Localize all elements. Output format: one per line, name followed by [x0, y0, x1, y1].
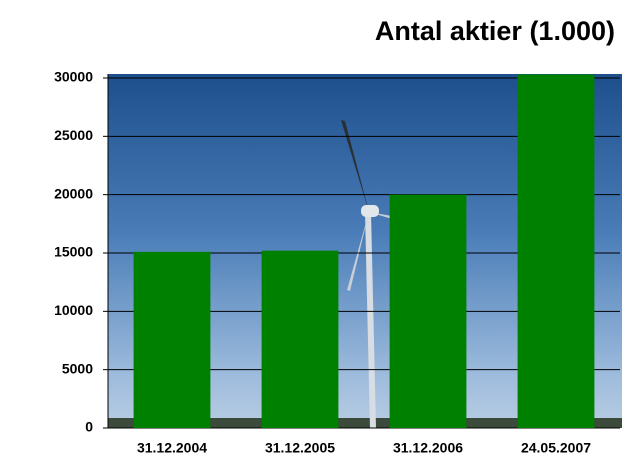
bar — [134, 252, 211, 428]
y-tick-label: 10000 — [54, 302, 93, 318]
chart: Antal aktier (1.000) 0 5000 10000 15000 2000… — [0, 0, 630, 459]
y-tick-label: 30000 — [54, 69, 93, 85]
y-tick-label: 25000 — [54, 127, 93, 143]
y-tick-label: 0 — [85, 419, 93, 435]
x-tick-label: 31.12.2005 — [265, 440, 335, 456]
y-tick-label: 5000 — [62, 360, 93, 376]
x-tick-label: 31.12.2004 — [137, 440, 207, 456]
y-tick-label: 20000 — [54, 185, 93, 201]
x-tick-label: 24.05.2007 — [521, 440, 591, 456]
bar — [262, 251, 339, 428]
chart-title: Antal aktier (1.000) — [375, 16, 615, 46]
x-tick-label: 31.12.2006 — [393, 440, 463, 456]
y-tick-label: 15000 — [54, 244, 93, 260]
bar — [518, 75, 595, 429]
bar — [390, 195, 467, 428]
page: {"chart_data": {"type": "bar", "title": … — [0, 0, 630, 459]
